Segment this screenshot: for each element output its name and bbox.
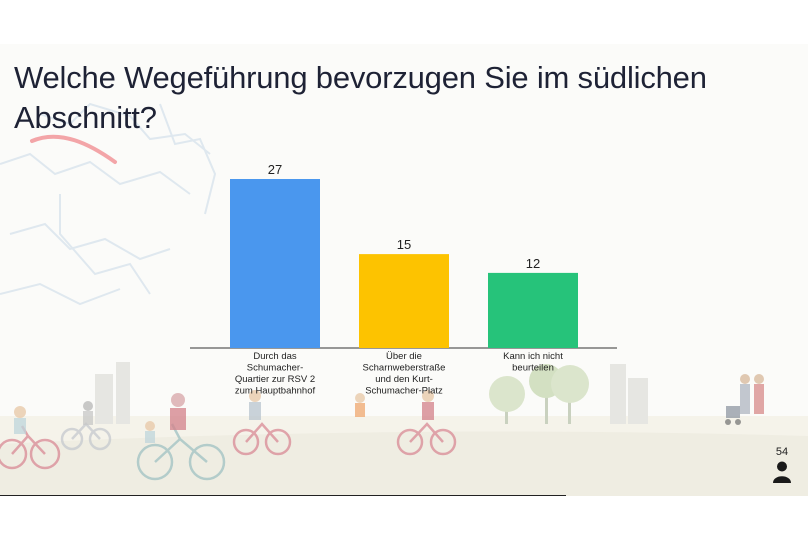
category-label-3-line-2: beurteilen: [512, 363, 554, 374]
bar-2: [359, 254, 449, 348]
category-label-1-line-2: Schumacher-: [247, 363, 304, 374]
bar-1: [230, 179, 320, 348]
bar-value-label-3: 12: [526, 256, 540, 271]
decorative-background: [0, 102, 808, 496]
bar-3: [488, 272, 578, 348]
category-label-2-line-2: Scharnweberstraße: [363, 363, 446, 374]
divider: [0, 495, 566, 496]
bar-value-label-1: 27: [268, 162, 282, 177]
slide-background: [0, 44, 808, 496]
participant-count: 54: [775, 446, 789, 458]
category-label-2-line-4: Schumacher-Platz: [365, 386, 443, 397]
category-label-2-line-3: und den Kurt-: [375, 374, 433, 385]
category-label-2-line-1: Über die: [386, 351, 422, 362]
page-title: Welche Wegeführung bevorzugen Sie im süd…: [14, 60, 707, 135]
category-label-1-line-1: Durch das: [253, 351, 297, 362]
category-label-1-line-4: zum Hauptbahnhof: [235, 386, 316, 397]
category-label-1-line-3: Quartier zur RSV 2: [235, 374, 315, 385]
person-icon: [773, 461, 791, 483]
bar-value-label-2: 15: [397, 237, 411, 252]
category-label-3-line-1: Kann ich nicht: [503, 351, 563, 362]
